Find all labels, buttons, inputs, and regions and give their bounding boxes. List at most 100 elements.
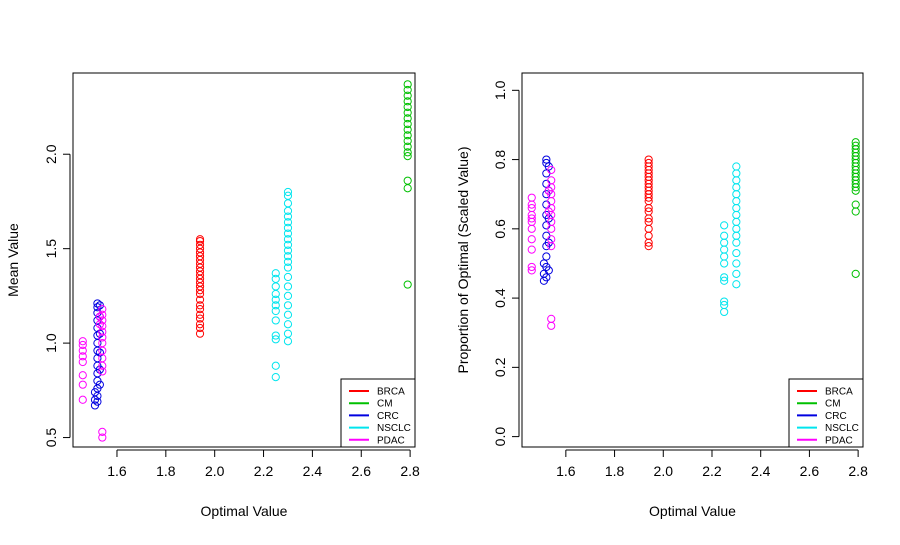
data-point [271, 274, 280, 283]
data-point [403, 80, 412, 89]
data-point [544, 266, 553, 275]
series-pdac [78, 305, 107, 442]
data-point [732, 248, 741, 258]
y-tick-label: 0.5 [43, 428, 59, 448]
data-point [542, 231, 551, 240]
data-point [542, 221, 551, 230]
left-panel-mean-value: 1.6 1.8 2.0 2.2 2.4 2.6 2.8 0.5 1.0 1.5 2.0 Optimal… [5, 72, 420, 519]
y-tick-label: 0.4 [492, 288, 508, 308]
data-point [98, 322, 107, 331]
data-point [547, 224, 556, 233]
data-point [195, 240, 205, 249]
x-tick-label: 2.4 [751, 463, 771, 479]
data-point [283, 199, 293, 208]
x-tick-label: 2.2 [702, 463, 722, 479]
x-tick-label: 1.8 [156, 463, 176, 479]
data-point [283, 223, 293, 232]
data-point [283, 291, 293, 300]
data-point [283, 235, 293, 244]
data-point [732, 269, 741, 278]
data-point [283, 191, 293, 200]
data-point [732, 210, 741, 220]
data-point [403, 280, 412, 289]
data-point [644, 217, 653, 227]
data-point [732, 183, 741, 192]
data-point [547, 314, 556, 323]
data-point [271, 269, 280, 278]
data-point [644, 155, 653, 164]
data-point [732, 231, 741, 240]
data-point [547, 176, 556, 185]
series-nsclc [271, 187, 293, 382]
data-point [283, 272, 293, 282]
x-tick-label: 2.0 [205, 463, 225, 479]
data-point [95, 312, 104, 321]
y-tick-label: 0.2 [492, 357, 508, 377]
data-point [732, 217, 741, 227]
legend-label-nsclc: NSCLC [825, 423, 859, 434]
data-point [283, 187, 293, 197]
plot-frame [72, 72, 416, 448]
x-tick-label: 1.6 [556, 463, 576, 479]
y-tick-label: 0.8 [492, 150, 508, 170]
data-point [644, 242, 653, 251]
data-point [527, 193, 536, 202]
y-tick-label: 0.6 [492, 219, 508, 239]
legend-label-crc: CRC [377, 411, 399, 422]
x-tick-label: 2.0 [654, 463, 674, 479]
data-point [544, 207, 553, 216]
data-point [644, 158, 653, 168]
x-tick-label: 2.8 [400, 463, 420, 479]
data-point [271, 331, 280, 340]
y-tick-label: 1.0 [492, 80, 508, 100]
legend-label-nsclc: NSCLC [377, 423, 411, 434]
data-point [95, 348, 104, 357]
data-point [403, 142, 412, 151]
data-point [547, 165, 556, 175]
legend-label-pdac: PDAC [825, 435, 853, 446]
data-point [644, 224, 653, 233]
y-tick-label: 1.5 [43, 239, 59, 259]
data-point [195, 310, 205, 319]
data-point [283, 240, 293, 249]
data-point [271, 295, 280, 304]
data-point [271, 316, 280, 325]
data-point [95, 380, 104, 389]
data-point [403, 85, 412, 95]
data-point [195, 235, 205, 244]
data-point [403, 184, 412, 193]
x-axis-title: Optimal Value [201, 503, 288, 519]
data-point [732, 238, 741, 247]
data-point [283, 329, 293, 338]
series-cm [851, 138, 860, 278]
data-point [527, 203, 536, 213]
x-tick-label: 2.6 [352, 463, 372, 479]
x-tick-label: 2.6 [800, 463, 820, 479]
x-tick-label: 1.6 [107, 463, 127, 479]
data-point [271, 373, 280, 382]
data-point [283, 337, 293, 346]
data-point [283, 282, 293, 291]
data-point [720, 245, 729, 254]
data-point [283, 263, 293, 272]
data-point [732, 197, 741, 206]
series-crc [539, 155, 553, 285]
x-tick-label: 1.8 [605, 463, 625, 479]
data-point [271, 306, 280, 316]
data-point [644, 231, 653, 240]
x-tick-label: 2.8 [848, 463, 868, 479]
data-point [78, 371, 87, 380]
data-point [98, 427, 107, 436]
data-point [720, 297, 729, 306]
legend-label-pdac: PDAC [377, 435, 405, 446]
data-point [403, 176, 412, 185]
data-point [195, 305, 205, 314]
data-point [732, 162, 741, 171]
data-point [403, 97, 412, 106]
data-point [732, 169, 741, 178]
data-point [732, 259, 741, 268]
data-point [283, 252, 293, 261]
